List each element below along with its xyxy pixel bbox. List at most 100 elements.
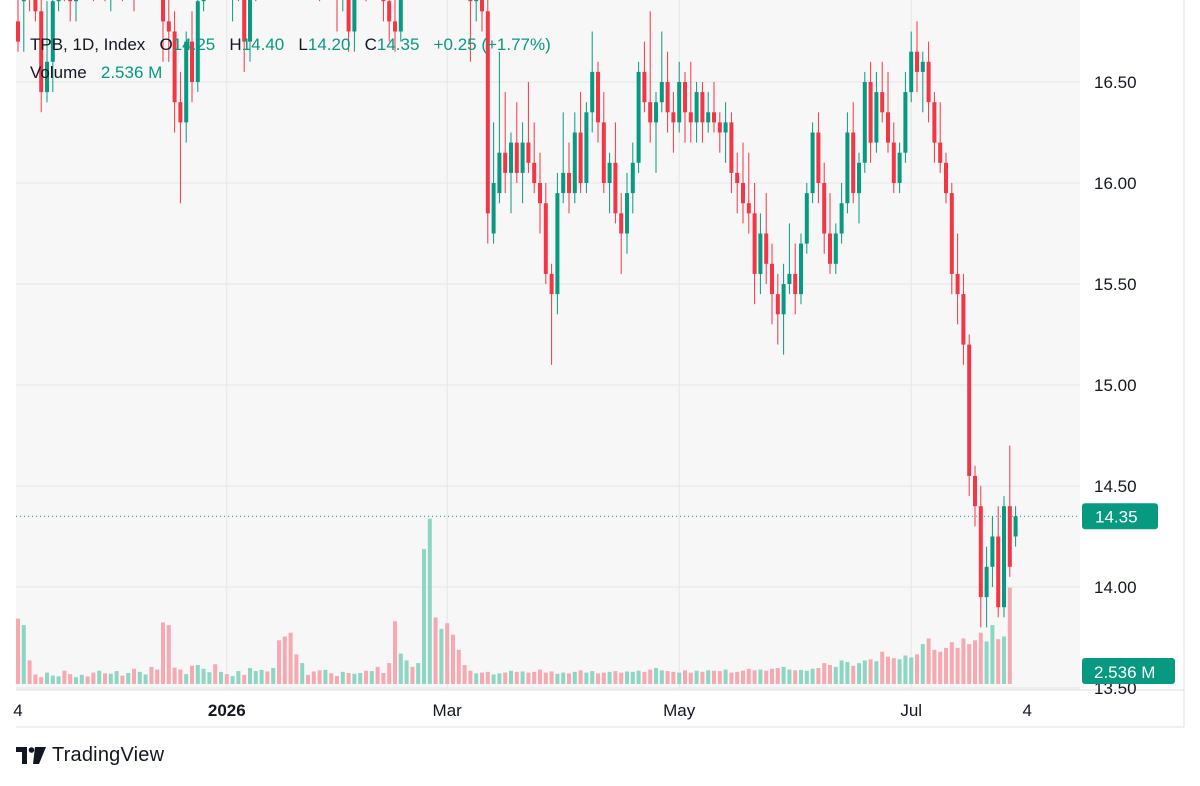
candle-body [926, 61, 931, 103]
x-tick-label: 2026 [208, 701, 246, 720]
plot-background [16, 0, 1080, 690]
volume-bar [288, 632, 293, 684]
symbol-label[interactable]: TPB, 1D, Index [30, 35, 146, 54]
candle-body [567, 172, 571, 194]
candle-body [607, 162, 612, 183]
candle-body [45, 61, 49, 93]
candle-body [578, 132, 583, 183]
x-tick-label: May [663, 701, 696, 720]
price-candles [16, 0, 1018, 628]
volume-bar [277, 640, 281, 684]
volume-bar [868, 659, 873, 684]
volume-bar [242, 674, 247, 684]
volume-bar [74, 677, 78, 684]
volume-legend-row: Volume 2.536 M [30, 59, 551, 87]
volume-bar [166, 625, 171, 684]
volume-bar [723, 669, 728, 684]
candle-body [543, 203, 548, 274]
candle-body [166, 21, 171, 32]
candle-body [381, 0, 386, 2]
candle-body [468, 0, 473, 2]
tradingview-logo-icon [16, 747, 46, 764]
candle-body [596, 71, 600, 123]
candle-body [474, 0, 479, 2]
volume-bar [955, 647, 960, 684]
volume-tag-text: 2.536 M [1094, 663, 1155, 682]
candle-body [39, 11, 44, 93]
open-label: O [159, 35, 173, 54]
volume-bar [468, 670, 473, 684]
volume-bar [770, 668, 774, 684]
volume-bar [509, 670, 513, 684]
candle-body [810, 132, 815, 194]
volume-bar [451, 634, 455, 684]
volume-bar [462, 665, 467, 684]
volume-bar [897, 659, 902, 684]
volume-bar [833, 666, 838, 684]
volume-bar [474, 673, 479, 684]
volume-bar [259, 669, 264, 684]
volume-bar [706, 670, 711, 684]
candle-body [990, 536, 995, 567]
candle-body [346, 0, 351, 32]
candle-body [712, 112, 716, 123]
volume-bar [364, 670, 368, 684]
candle-body [723, 122, 728, 133]
volume-value: 2.536 M [100, 63, 163, 82]
candle-body [752, 213, 757, 274]
candle-body [514, 142, 519, 173]
tradingview-logo[interactable]: TradingView [16, 744, 164, 767]
candle-body [735, 172, 740, 183]
volume-bar [213, 664, 218, 684]
volume-bar [62, 670, 67, 684]
volume-bar [68, 674, 73, 684]
candle-body [706, 112, 711, 123]
candle-body [741, 183, 745, 204]
candle-body [526, 142, 531, 163]
volume-bar [915, 654, 919, 684]
volume-bar [91, 672, 96, 684]
candle-body [851, 132, 856, 194]
candle-body [480, 0, 484, 12]
volume-bar [16, 618, 20, 684]
volume-bar [514, 671, 519, 684]
last-price-tag: 14.35 [1082, 503, 1158, 530]
candle-body [804, 193, 809, 244]
volume-bar [143, 674, 148, 684]
candle-body [387, 1, 392, 22]
candle-body [184, 41, 189, 123]
volume-bar [746, 668, 751, 684]
volume-bar [439, 628, 444, 684]
candle-body [659, 82, 664, 103]
volume-bar [85, 676, 90, 684]
volume-bar [717, 671, 722, 684]
candle-body [520, 142, 525, 173]
volume-bar [149, 666, 154, 684]
candle-body [891, 142, 896, 183]
candle-body [532, 162, 537, 183]
volume-bar [549, 671, 554, 684]
volume-bar [300, 663, 305, 684]
volume-bar [103, 673, 107, 684]
volume-bar [845, 661, 850, 684]
candle-body [683, 82, 687, 113]
volume-bar [108, 673, 113, 684]
volume-bar [764, 670, 769, 684]
volume-bar [317, 670, 322, 684]
volume-label[interactable]: Volume [30, 63, 87, 82]
volume-bar [654, 668, 658, 684]
volume-bar [491, 674, 496, 684]
candle-body [793, 273, 798, 295]
volume-bar [932, 649, 937, 684]
volume-bar [323, 669, 328, 684]
volume-bar [613, 671, 618, 684]
volume-bar [555, 673, 560, 684]
candle-body [677, 82, 682, 123]
change-value: +0.25 (+1.77%) [433, 35, 551, 54]
volume-bar [874, 661, 879, 684]
candle-body [555, 193, 560, 295]
volume-bar [21, 625, 26, 684]
volume-bar [596, 673, 600, 684]
candle-body [961, 294, 966, 345]
